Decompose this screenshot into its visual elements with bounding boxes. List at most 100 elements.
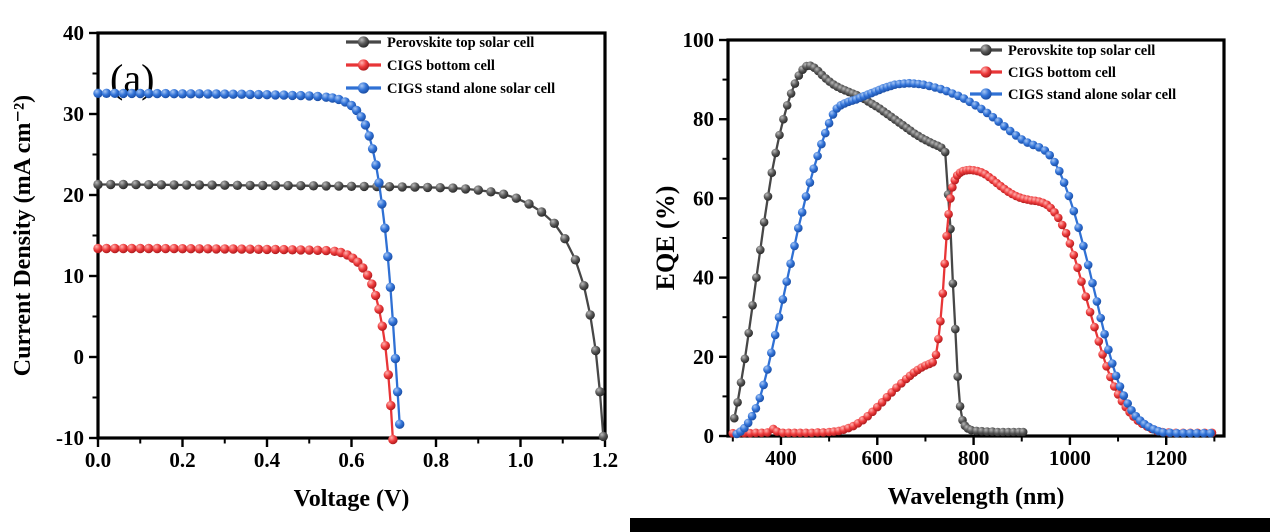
data-point-marker: [388, 434, 398, 445]
data-point-marker: [135, 243, 145, 254]
data-point-marker: [101, 243, 112, 254]
data-point-marker: [390, 353, 401, 364]
legend-item: CIGS stand alone solar cell: [970, 87, 1176, 103]
data-point-marker: [1115, 382, 1125, 391]
data-point-marker: [1098, 350, 1107, 359]
data-point-marker: [736, 378, 746, 387]
y-tick-label: 40: [693, 266, 714, 290]
data-point-marker: [809, 164, 818, 173]
data-point-marker: [1172, 428, 1182, 438]
data-point-marker: [934, 334, 943, 344]
series-cigs-bottom-cell: [728, 165, 1217, 438]
data-point-marker: [1119, 391, 1129, 400]
data-point-marker: [1000, 122, 1009, 131]
data-point-marker: [1065, 239, 1075, 248]
data-point-marker: [770, 330, 780, 340]
legend-marker-icon: [357, 59, 370, 71]
data-point-marker: [211, 89, 221, 99]
data-point-marker: [270, 90, 281, 100]
data-point-marker: [253, 244, 264, 254]
data-point-marker: [942, 231, 951, 241]
data-point-marker: [1100, 329, 1109, 339]
data-point-marker: [207, 180, 217, 190]
data-point-marker: [308, 181, 319, 191]
data-point-marker: [220, 89, 230, 99]
x-tick-label: 0.0: [85, 448, 111, 472]
data-point-marker: [435, 183, 445, 193]
data-point-marker: [536, 207, 547, 217]
legend-marker-icon: [357, 36, 370, 48]
data-point-marker: [367, 144, 378, 154]
data-point-marker: [794, 223, 803, 233]
data-point-marker: [1057, 220, 1067, 230]
data-point-marker: [955, 402, 965, 411]
x-axis-title: Wavelength (nm): [888, 484, 1065, 510]
y-tick-label: 60: [693, 186, 714, 210]
data-point-marker: [1104, 345, 1113, 355]
legend-item: CIGS bottom cell: [970, 65, 1116, 81]
data-point-marker: [144, 88, 154, 99]
series-line: [98, 183, 605, 437]
y-axis-title: Current Density (mA cm⁻²): [10, 95, 36, 376]
x-tick-label: 1.0: [507, 448, 533, 472]
data-point-marker: [383, 370, 393, 380]
data-point-marker: [740, 354, 750, 364]
data-point-marker: [245, 244, 255, 254]
data-point-marker: [1179, 428, 1188, 438]
series-perovskite-top-solar-cell: [730, 61, 1028, 437]
data-point-marker: [944, 209, 953, 219]
y-tick-label: 30: [63, 102, 84, 126]
data-point-marker: [232, 180, 243, 190]
data-point-marker: [118, 88, 128, 99]
data-point-marker: [358, 263, 368, 273]
data-point-marker: [743, 418, 753, 428]
data-point-marker: [321, 181, 331, 191]
data-point-marker: [928, 358, 937, 367]
data-point-marker: [106, 179, 116, 190]
data-point-marker: [110, 88, 120, 99]
data-point-marker: [1192, 428, 1202, 438]
data-point-marker: [824, 118, 834, 128]
data-point-marker: [362, 270, 373, 280]
data-point-marker: [220, 244, 230, 254]
data-point-marker: [1050, 157, 1059, 167]
data-point-marker: [135, 88, 145, 99]
data-point-marker: [237, 89, 247, 99]
data-point-marker: [821, 128, 830, 138]
data-point-marker: [1045, 150, 1054, 160]
data-point-marker: [1088, 278, 1097, 288]
data-point-marker: [203, 244, 213, 254]
data-point-marker: [771, 148, 780, 158]
data-point-marker: [748, 301, 757, 310]
y-tick-label: 100: [683, 28, 715, 52]
data-point-marker: [237, 244, 247, 254]
data-point-marker: [778, 295, 788, 304]
data-point-marker: [1092, 297, 1102, 306]
data-point-marker: [385, 282, 396, 292]
x-tick-label: 600: [862, 446, 894, 470]
data-point-marker: [169, 180, 179, 190]
data-point-marker: [186, 244, 196, 254]
data-point-marker: [118, 243, 128, 254]
data-point-marker: [752, 273, 761, 282]
data-point-marker: [283, 180, 293, 191]
data-point-marker: [313, 91, 323, 102]
legend-label: CIGS bottom cell: [387, 58, 495, 74]
data-point-marker: [782, 101, 792, 110]
series-cigs-stand-alone-solar-cell: [732, 78, 1215, 439]
data-point-marker: [383, 251, 393, 262]
data-point-marker: [359, 181, 369, 192]
data-point-marker: [759, 217, 769, 227]
data-point-marker: [384, 182, 395, 192]
data-point-marker: [579, 281, 589, 291]
jv-chart: 0.0 0.2 0.4 0.6 0.8 1.0 1.2 -10 0 10 20 30 40 Voltage…: [10, 21, 618, 512]
data-point-marker: [1059, 178, 1069, 187]
x-tick-label: 1.2: [592, 448, 618, 472]
data-point-marker: [751, 404, 761, 413]
data-point-marker: [733, 398, 742, 407]
data-point-marker: [1077, 277, 1086, 286]
data-point-marker: [253, 89, 264, 100]
series-perovskite-top-solar-cell: [93, 179, 608, 442]
